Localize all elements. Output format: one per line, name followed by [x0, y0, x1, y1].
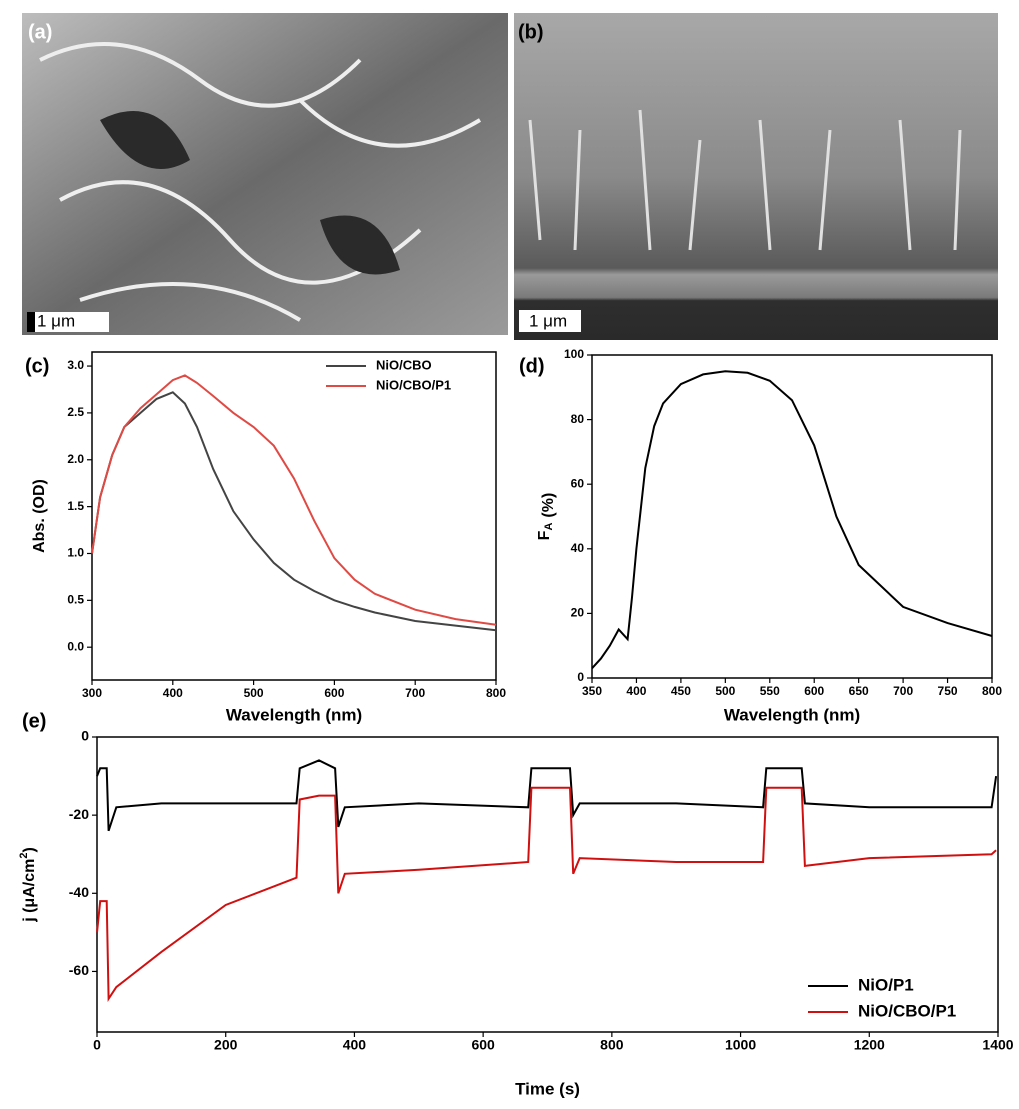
legend-label: NiO/CBO	[376, 357, 432, 372]
y-axis-label: j (μA/cm2)	[18, 847, 38, 923]
legend-label: NiO/P1	[858, 975, 914, 994]
x-tick-label: 1400	[982, 1037, 1013, 1053]
scale-bar-label: 1 μm	[529, 311, 567, 330]
x-tick-label: 800	[600, 1037, 624, 1053]
y-tick-label: 3.0	[67, 358, 84, 372]
panel-label: (e)	[22, 710, 46, 732]
x-tick-label: 500	[715, 684, 735, 698]
x-tick-label: 750	[938, 684, 958, 698]
y-tick-label: 2.5	[67, 405, 84, 419]
y-tick-label: 40	[571, 541, 585, 555]
y-tick-label: 0	[81, 728, 89, 744]
y-axis-label: FA (%)	[536, 493, 557, 541]
panel-label: (c)	[25, 355, 49, 377]
panel-label: (a)	[28, 21, 52, 43]
x-tick-label: 800	[982, 684, 1002, 698]
y-tick-label: 1.5	[67, 499, 84, 513]
x-tick-label: 1200	[854, 1037, 885, 1053]
y-tick-label: 0.5	[67, 593, 84, 607]
y-tick-label: 100	[564, 347, 584, 361]
legend-label: NiO/CBO/P1	[858, 1001, 956, 1020]
x-tick-label: 200	[214, 1037, 238, 1053]
data-line	[591, 370, 993, 669]
data-line	[91, 374, 497, 626]
y-tick-label: 2.0	[67, 452, 84, 466]
y-axis-label-part: 2	[18, 853, 30, 859]
y-axis-label-part: F	[536, 530, 553, 540]
x-tick-label: 650	[849, 684, 869, 698]
plot-frame	[591, 354, 993, 679]
x-tick-label: 400	[163, 686, 183, 700]
x-tick-label: 0	[93, 1037, 101, 1053]
y-tick-label: 80	[571, 412, 585, 426]
x-tick-label: 600	[324, 686, 344, 700]
y-tick-label: -60	[69, 962, 89, 978]
x-tick-label: 600	[471, 1037, 495, 1053]
x-tick-label: 600	[804, 684, 824, 698]
x-tick-label: 700	[405, 686, 425, 700]
y-axis-label: Abs. (OD)	[31, 479, 48, 553]
y-tick-label: 0	[577, 670, 584, 684]
data-line	[96, 759, 998, 832]
y-tick-label: 60	[571, 476, 585, 490]
y-tick-label: -20	[69, 806, 89, 822]
panel-label: (d)	[519, 355, 545, 377]
y-axis-label-part: A	[543, 523, 555, 531]
x-tick-label: 550	[760, 684, 780, 698]
x-axis-label: Wavelength (nm)	[226, 705, 362, 724]
x-tick-label: 300	[82, 686, 102, 700]
sem-image-a	[22, 13, 508, 335]
plot-frame	[91, 351, 497, 681]
sem-image-b	[514, 13, 998, 340]
y-tick-label: 1.0	[67, 546, 84, 560]
y-tick-label: 20	[571, 606, 585, 620]
scale-bar-label: 1 μm	[37, 311, 75, 330]
panel-label: (b)	[518, 21, 544, 43]
x-tick-label: 700	[893, 684, 913, 698]
x-tick-label: 1000	[725, 1037, 756, 1053]
x-tick-label: 500	[244, 686, 264, 700]
x-tick-label: 400	[626, 684, 646, 698]
x-axis-label: Time (s)	[515, 1079, 580, 1098]
x-axis-label: Wavelength (nm)	[724, 705, 860, 724]
x-tick-label: 800	[486, 686, 506, 700]
y-axis-label-part: (%)	[540, 493, 557, 518]
y-tick-label: 0.0	[67, 639, 84, 653]
plot-frame	[96, 736, 999, 1033]
data-line	[96, 786, 997, 1003]
data-line	[91, 391, 497, 632]
legend-label: NiO/CBO/P1	[376, 377, 451, 392]
x-tick-label: 350	[582, 684, 602, 698]
y-axis-label-part: j (μA/cm	[21, 859, 38, 923]
y-axis-label-part: )	[21, 847, 38, 852]
y-tick-label: -40	[69, 884, 89, 900]
x-tick-label: 450	[671, 684, 691, 698]
x-tick-label: 400	[343, 1037, 367, 1053]
